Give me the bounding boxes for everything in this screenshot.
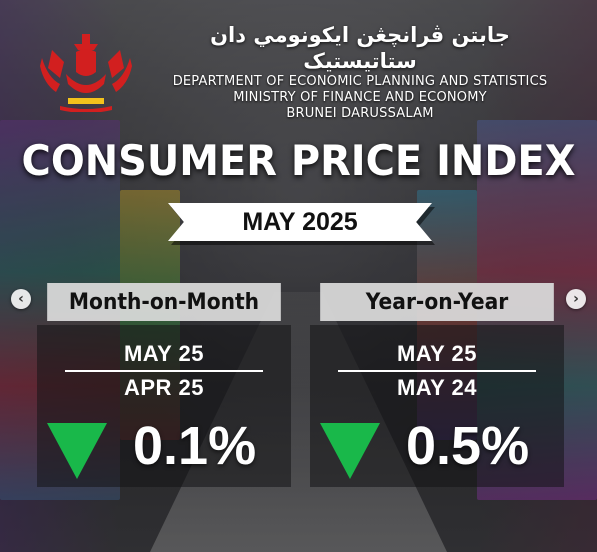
change-value: 0.1% [133, 416, 257, 476]
panel-heading: Year-on-Year [320, 283, 554, 321]
carousel-next-button[interactable]: › [566, 289, 586, 309]
panel-body: MAY 25 APR 25 0.1% [37, 325, 291, 487]
period-label: MAY 2025 [242, 207, 358, 236]
jawi-title: جابتن ڤرانچڠن ايكونومي دان ستاتيستيک [210, 23, 510, 73]
current-period: MAY 25 [123, 341, 205, 366]
year-on-year-panel: Year-on-Year MAY 25 MAY 24 0.5% [310, 283, 564, 487]
brunei-crest-logo [40, 34, 132, 112]
header-text-block: جابتن ڤرانچڠن ايكونومي دان ستاتيستيک DEP… [150, 22, 570, 122]
ministry-name: MINISTRY OF FINANCE AND ECONOMY [233, 90, 487, 105]
period-ribbon: MAY 2025 [168, 203, 432, 241]
change-value: 0.5% [406, 416, 530, 476]
page-title: CONSUMER PRICE INDEX [21, 136, 576, 185]
carousel-prev-button[interactable]: ‹ [11, 289, 31, 309]
current-period: MAY 25 [396, 341, 478, 366]
country-name: BRUNEI DARUSSALAM [286, 106, 434, 121]
divider-line [338, 370, 536, 372]
previous-period: MAY 24 [396, 375, 478, 400]
divider-line [65, 370, 263, 372]
down-triangle-icon [320, 423, 380, 479]
month-on-month-panel: Month-on-Month MAY 25 APR 25 0.1% [37, 283, 291, 487]
department-name: DEPARTMENT OF ECONOMIC PLANNING AND STAT… [172, 74, 548, 89]
down-triangle-icon [47, 423, 107, 479]
panel-body: MAY 25 MAY 24 0.5% [310, 325, 564, 487]
panel-heading: Month-on-Month [47, 283, 281, 321]
previous-period: APR 25 [123, 375, 205, 400]
